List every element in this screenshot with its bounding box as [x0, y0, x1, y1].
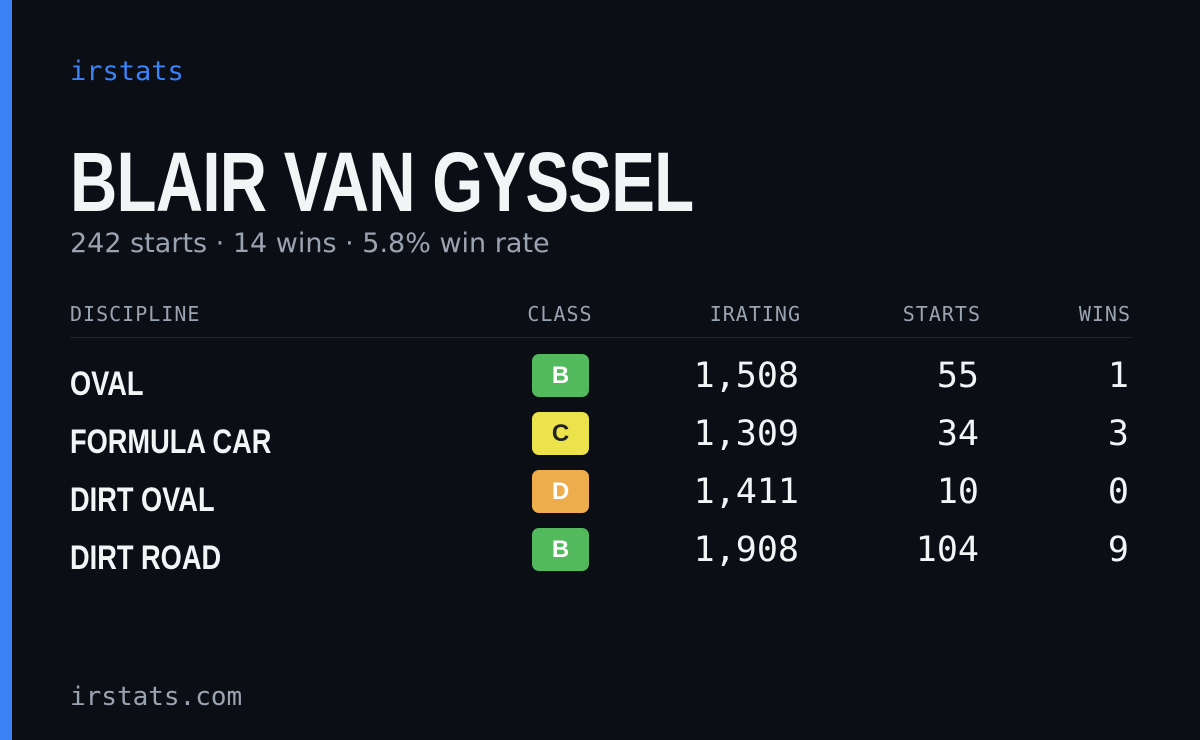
- wins: 0: [1107, 472, 1129, 512]
- class-badge: B: [532, 528, 589, 571]
- footer: irstats.com: [70, 682, 243, 712]
- irating: 1,309: [693, 414, 799, 454]
- wins: 1: [1107, 356, 1129, 396]
- player-name: BLAIR VAN GYSSEL: [70, 135, 694, 229]
- class-badge: D: [532, 470, 589, 513]
- column-header: IRATING: [709, 302, 801, 326]
- discipline: OVAL: [70, 365, 144, 403]
- column-header: STARTS: [902, 302, 981, 326]
- starts: 10: [936, 472, 979, 512]
- starts: 55: [936, 356, 979, 396]
- accent-bar: [0, 0, 12, 740]
- summary: 242 starts · 14 wins · 5.8% win rate: [70, 228, 550, 259]
- column-header: DISCIPLINE: [70, 302, 201, 326]
- wins: 3: [1107, 414, 1129, 454]
- column-header: WINS: [1078, 302, 1131, 326]
- header-rule: [70, 337, 1132, 338]
- class-badge: B: [532, 354, 589, 397]
- class-badge: C: [532, 412, 589, 455]
- starts: 104: [915, 530, 979, 570]
- brand: irstats: [70, 56, 184, 87]
- wins: 9: [1107, 530, 1129, 570]
- irating: 1,908: [693, 530, 799, 570]
- starts: 34: [936, 414, 979, 454]
- irating: 1,508: [693, 356, 799, 396]
- discipline: DIRT OVAL: [70, 481, 215, 519]
- discipline: FORMULA CAR: [70, 423, 272, 461]
- discipline: DIRT ROAD: [70, 539, 222, 577]
- irating: 1,411: [693, 472, 799, 512]
- column-header: CLASS: [527, 302, 593, 326]
